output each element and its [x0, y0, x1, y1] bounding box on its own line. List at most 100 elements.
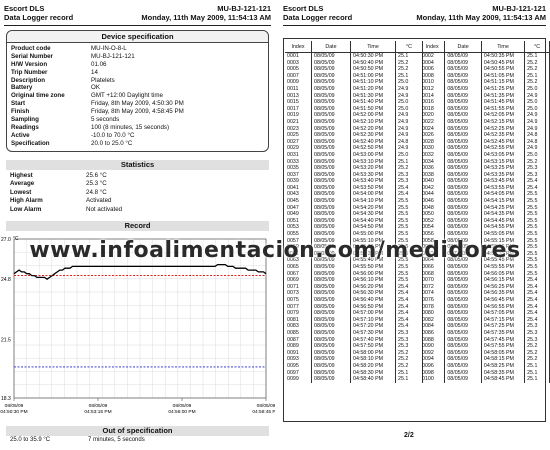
table-row: 0018 08/05/09 04:51:55 PM 25.0	[420, 105, 550, 113]
log-cell: 08/05/09	[444, 171, 482, 179]
table-row: 0002 08/05/09 04:50:35 PM 25.1	[420, 52, 550, 60]
log-cell: 0035	[285, 165, 312, 172]
log-cell: 25.3	[395, 336, 423, 344]
log-cell: 0088	[420, 336, 446, 344]
log-cell: 25.4	[524, 310, 550, 317]
log-cell: 25.2	[395, 349, 423, 357]
log-cell: 08/05/09	[311, 132, 351, 139]
log-cell: 0041	[285, 184, 312, 192]
log-cell: 25.4	[524, 303, 550, 311]
log-cell: 0059	[285, 244, 312, 251]
log-cell: 0030	[420, 145, 446, 152]
log-cell: 08/05/09	[311, 66, 351, 73]
log-cell: 0004	[420, 59, 446, 67]
log-cell: 0008	[420, 72, 446, 80]
log-cell: 04:51:20 PM	[350, 85, 396, 93]
log-cell: 25.4	[524, 184, 550, 192]
device-field-label: Trip Number	[11, 68, 48, 76]
log-cell: 04:53:45 PM	[481, 178, 526, 185]
table-row: 0099 08/05/09 04:58:40 PM 25.1	[285, 376, 423, 383]
log-cell: 25.0	[524, 99, 550, 106]
log-cell: 25.0	[524, 105, 550, 113]
log-cell: 04:54:45 PM	[481, 217, 526, 225]
log-cell: 0097	[285, 369, 312, 377]
header-serial: MU-BJ-121-121	[217, 4, 271, 13]
log-cell: 04:52:15 PM	[481, 118, 526, 126]
stat-field-label: Average	[10, 180, 35, 188]
log-cell: 04:58:45 PM	[481, 376, 526, 383]
log-cell: 04:56:45 PM	[481, 296, 526, 304]
log-cell: 08/05/09	[444, 211, 482, 218]
log-cell: 08/05/09	[444, 362, 482, 370]
log-cell: 0100	[420, 376, 446, 383]
device-field-label: H/W Version	[11, 60, 48, 68]
log-cell: 25.4	[524, 283, 550, 291]
log-cell: 08/05/09	[444, 72, 482, 80]
log-cell: 04:58:20 PM	[350, 362, 396, 370]
header-date: Monday, 11th May 2009, 11:54:13 AM	[141, 13, 271, 22]
log-cell: 0028	[420, 138, 446, 146]
log-cell: 08/05/09	[444, 376, 482, 383]
log-cell: 0061	[285, 250, 312, 258]
log-cell: 04:56:20 PM	[350, 283, 396, 291]
table-row: 0058 08/05/09 04:55:15 PM 25.5	[420, 237, 550, 245]
table-row: 0069 08/05/09 04:56:10 PM 25.5	[285, 277, 423, 284]
log-cell: 25.5	[395, 231, 423, 238]
log-cell: 08/05/09	[311, 184, 351, 192]
log-cell: 08/05/09	[444, 178, 482, 185]
device-field-value: 5 seconds	[91, 116, 120, 124]
log-cell: 04:54:50 PM	[350, 224, 396, 232]
log-cell: 08/05/09	[311, 224, 351, 232]
log-cell: 24.9	[524, 125, 550, 133]
log-cell: 08/05/09	[311, 211, 351, 218]
table-row: 0022 08/05/09 04:52:15 PM 24.9	[420, 118, 550, 126]
record-chart: 27.0 24.8 21.5 18.3 °C 08/05/09 04:50:30 PM 08/…	[0, 233, 279, 425]
log-cell: 08/05/09	[311, 264, 351, 271]
table-row: 0043 08/05/09 04:54:00 PM 25.4	[285, 191, 423, 199]
device-field-label: Battery	[11, 84, 33, 92]
log-cell: 04:51:15 PM	[481, 79, 526, 86]
log-cell: 0062	[420, 250, 446, 258]
log-cell: 08/05/09	[311, 231, 351, 238]
log-cell: 08/05/09	[444, 329, 482, 337]
log-cell: 08/05/09	[444, 158, 482, 166]
log-cell: 04:53:20 PM	[350, 165, 396, 172]
log-cell: 0007	[285, 72, 312, 80]
log-cell: 08/05/09	[444, 237, 482, 245]
log-cell: 04:53:10 PM	[350, 158, 396, 166]
table-row: 0045 08/05/09 04:54:10 PM 25.5	[285, 198, 423, 205]
log-cell: 0045	[285, 198, 312, 205]
table-row: 0076 08/05/09 04:56:45 PM 25.4	[420, 296, 550, 304]
log-cell: 04:52:45 PM	[481, 138, 526, 146]
table-row: 0100 08/05/09 04:58:45 PM 25.1	[420, 376, 550, 383]
device-field-label: Readings	[11, 123, 39, 131]
table-row: 0073 08/05/09 04:56:30 PM 25.4	[285, 290, 423, 297]
table-row: 0055 08/05/09 04:55:00 PM 25.5	[285, 231, 423, 238]
log-cell: 08/05/09	[311, 72, 351, 80]
table-row: 0037 08/05/09 04:53:30 PM 25.3	[285, 171, 423, 179]
log-cell: 0082	[420, 316, 446, 324]
device-field-label: Product code	[11, 45, 51, 52]
log-cell: 08/05/09	[311, 283, 351, 291]
log-cell: 25.5	[395, 211, 423, 218]
log-cell: 25.4	[395, 191, 423, 199]
table-row: 0021 08/05/09 04:52:10 PM 24.9	[285, 118, 423, 126]
log-cell: 25.4	[395, 303, 423, 311]
table-row: 0035 08/05/09 04:53:20 PM 25.2	[285, 165, 423, 172]
log-cell: 08/05/09	[311, 290, 351, 297]
log-cell: 25.5	[395, 204, 423, 212]
table-row: 0074 08/05/09 04:56:35 PM 25.4	[420, 290, 550, 297]
log-cell: 08/05/09	[444, 118, 482, 126]
log-cell: 04:55:20 PM	[350, 244, 396, 251]
log-cell: 0034	[420, 158, 446, 166]
table-row: 0030 08/05/09 04:52:55 PM 24.9	[420, 145, 550, 152]
table-row: 0044 08/05/09 04:54:05 PM 25.5	[420, 191, 550, 199]
log-cell: 0024	[420, 125, 446, 133]
log-cell: 04:58:10 PM	[350, 356, 396, 363]
table-row: 0089 08/05/09 04:57:50 PM 25.3	[285, 343, 423, 350]
log-cell: 0036	[420, 165, 446, 172]
log-table-left: Index Date Time °C 0001 08/05/09 04:50:30 PM 25…	[285, 41, 423, 383]
log-cell: 08/05/09	[444, 257, 482, 264]
table-row: 0095 08/05/09 04:58:20 PM 25.2	[285, 362, 423, 370]
device-field-value: 20.0 to 25.0 °C	[91, 139, 133, 147]
